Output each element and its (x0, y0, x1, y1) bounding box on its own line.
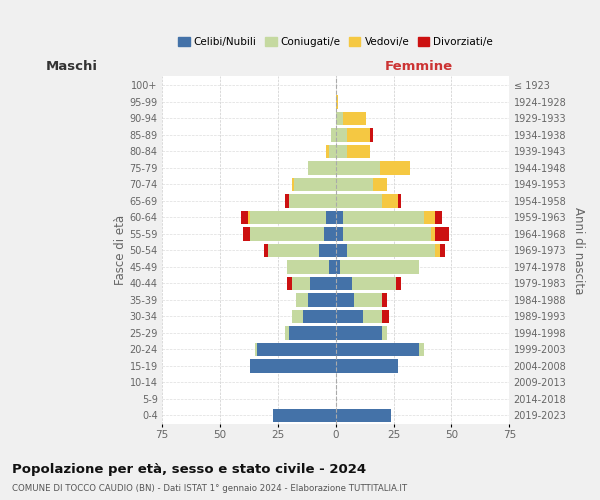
Bar (248, 210, 250, 224)
Bar (319, 244, 335, 257)
Bar (268, 244, 319, 257)
Bar (241, 210, 248, 224)
Text: Femmine: Femmine (385, 60, 453, 72)
Bar (308, 293, 335, 306)
Bar (326, 144, 329, 158)
Bar (284, 326, 289, 340)
Bar (296, 293, 308, 306)
Bar (347, 128, 370, 141)
Y-axis label: Anni di nascita: Anni di nascita (572, 206, 585, 294)
Bar (250, 227, 324, 240)
Bar (419, 342, 424, 356)
Bar (382, 194, 398, 207)
Bar (335, 244, 347, 257)
Bar (335, 359, 398, 372)
Bar (287, 276, 292, 290)
Bar (335, 112, 343, 125)
Bar (273, 408, 335, 422)
Bar (335, 326, 382, 340)
Bar (331, 128, 335, 141)
Bar (292, 276, 310, 290)
Bar (335, 260, 340, 274)
Bar (343, 227, 431, 240)
Bar (364, 310, 382, 323)
Bar (435, 210, 442, 224)
Bar (335, 227, 343, 240)
Bar (335, 144, 347, 158)
Bar (335, 161, 380, 174)
Bar (335, 194, 382, 207)
Bar (335, 310, 364, 323)
Bar (347, 244, 435, 257)
Bar (329, 260, 335, 274)
Bar (292, 310, 303, 323)
Bar (380, 161, 410, 174)
Bar (303, 310, 335, 323)
Bar (343, 112, 366, 125)
Legend: Celibi/Nubili, Coniugati/e, Vedovi/e, Divorziati/e: Celibi/Nubili, Coniugati/e, Vedovi/e, Di… (174, 32, 497, 51)
Bar (289, 194, 335, 207)
Bar (254, 342, 257, 356)
Bar (308, 161, 335, 174)
Bar (294, 178, 335, 191)
Bar (335, 342, 419, 356)
Bar (335, 178, 373, 191)
Bar (287, 260, 329, 274)
Text: COMUNE DI TOCCO CAUDIO (BN) - Dati ISTAT 1° gennaio 2024 - Elaborazione TUTTITAL: COMUNE DI TOCCO CAUDIO (BN) - Dati ISTAT… (12, 484, 407, 493)
Bar (435, 244, 440, 257)
Bar (370, 128, 373, 141)
Bar (250, 210, 326, 224)
Bar (354, 293, 382, 306)
Bar (373, 178, 386, 191)
Y-axis label: Fasce di età: Fasce di età (113, 216, 127, 286)
Bar (382, 326, 386, 340)
Bar (335, 128, 347, 141)
Bar (335, 95, 338, 108)
Bar (440, 244, 445, 257)
Bar (326, 210, 335, 224)
Bar (347, 144, 370, 158)
Bar (340, 260, 419, 274)
Bar (335, 293, 354, 306)
Bar (257, 342, 335, 356)
Bar (435, 227, 449, 240)
Bar (243, 227, 250, 240)
Bar (292, 178, 294, 191)
Bar (398, 194, 401, 207)
Bar (284, 194, 289, 207)
Bar (352, 276, 396, 290)
Bar (329, 144, 335, 158)
Bar (335, 210, 343, 224)
Bar (264, 244, 268, 257)
Text: Maschi: Maschi (46, 60, 98, 72)
Bar (324, 227, 335, 240)
Bar (382, 310, 389, 323)
Bar (396, 276, 401, 290)
Bar (250, 359, 335, 372)
Text: Popolazione per età, sesso e stato civile - 2024: Popolazione per età, sesso e stato civil… (12, 462, 366, 475)
Bar (382, 293, 386, 306)
Bar (343, 210, 424, 224)
Bar (424, 210, 435, 224)
Bar (310, 276, 335, 290)
Bar (335, 276, 352, 290)
Bar (431, 227, 435, 240)
Bar (289, 326, 335, 340)
Bar (335, 408, 391, 422)
